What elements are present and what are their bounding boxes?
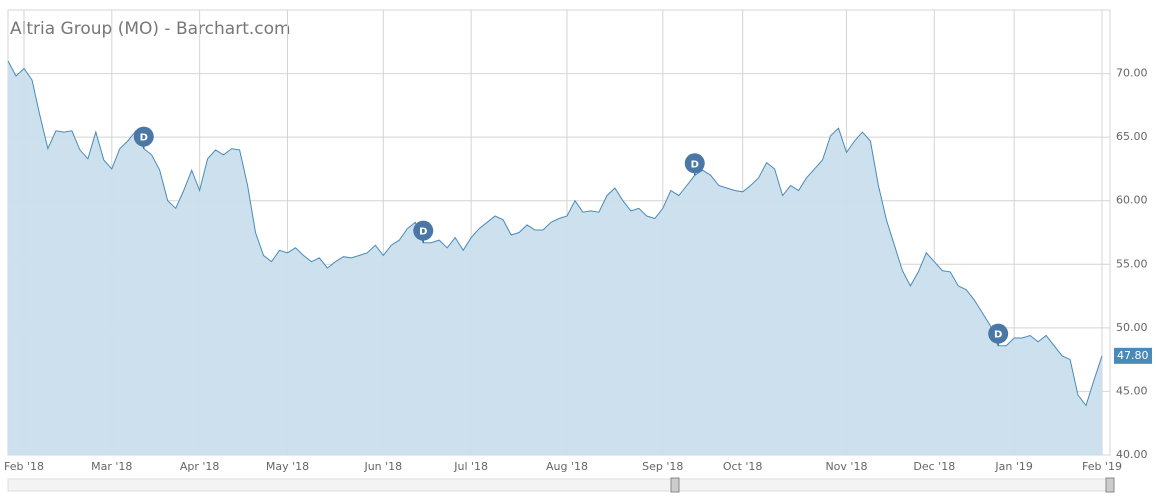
x-tick-label: Aug '18	[546, 460, 588, 473]
dividend-marker	[133, 126, 154, 147]
y-tick-label: 65.00	[1116, 130, 1148, 143]
scroller-handle[interactable]	[1105, 477, 1115, 493]
y-tick-label: 40.00	[1116, 448, 1148, 461]
x-tick-label: Jun '18	[363, 460, 402, 473]
x-tick-label: Jul '18	[453, 460, 488, 473]
last-price-label: 47.80	[1117, 349, 1149, 362]
x-tick-label: May '18	[266, 460, 309, 473]
x-tick-label: Feb '19	[1082, 460, 1122, 473]
dividend-marker	[988, 323, 1009, 344]
x-tick-label: Feb '18	[4, 460, 44, 473]
x-tick-label: Dec '18	[913, 460, 955, 473]
x-tick-label: Nov '18	[825, 460, 867, 473]
x-tick-label: Sep '18	[642, 460, 683, 473]
last-price-box	[1114, 347, 1152, 364]
y-tick-label: 50.00	[1116, 321, 1148, 334]
y-tick-label: 55.00	[1116, 257, 1148, 270]
price-line	[7, 60, 1103, 407]
dividend-marker	[684, 153, 705, 174]
scroller[interactable]	[7, 478, 1111, 492]
x-tick-label: Oct '18	[723, 460, 763, 473]
dividend-label: D	[419, 227, 427, 238]
dividend-label: D	[140, 133, 148, 144]
dividend-marker	[413, 220, 434, 241]
y-tick-label: 45.00	[1116, 384, 1148, 397]
dividend-label: D	[994, 330, 1002, 341]
x-tick-label: Mar '18	[91, 460, 132, 473]
scroller-handle[interactable]	[670, 477, 680, 493]
y-tick-label: 60.00	[1116, 194, 1148, 207]
y-tick-label: 70.00	[1116, 67, 1148, 80]
chart-title: Altria Group (MO) - Barchart.com	[10, 19, 291, 39]
x-tick-label: Apr '18	[180, 460, 220, 473]
area-fill	[8, 60, 1102, 456]
dividend-label: D	[691, 159, 699, 170]
x-tick-label: Jan '19	[994, 460, 1032, 473]
